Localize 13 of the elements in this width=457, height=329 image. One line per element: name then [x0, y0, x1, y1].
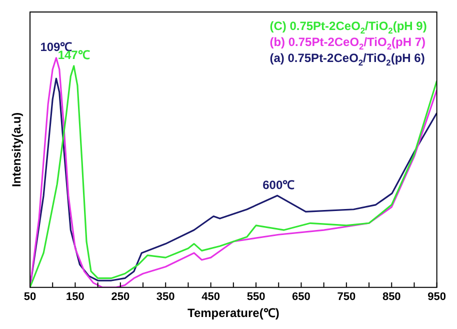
x-tick-label: 650	[292, 291, 310, 304]
x-axis-title: Temperature(℃)	[188, 306, 280, 320]
x-tick-label: 550	[246, 291, 266, 304]
x-tick-label: 150	[66, 291, 84, 304]
x-tick-label: 350	[156, 291, 175, 304]
annotation: 600℃	[262, 178, 295, 192]
x-tick-label: 50	[24, 291, 36, 304]
x-tick-label: 750	[337, 291, 356, 304]
y-axis-title: Intensity(a.u)	[9, 112, 24, 188]
x-tick-label: 250	[111, 291, 130, 304]
x-tick-label: 450	[202, 291, 220, 304]
x-tick-label: 850	[382, 291, 401, 304]
x-tick-label: 950	[428, 291, 446, 304]
